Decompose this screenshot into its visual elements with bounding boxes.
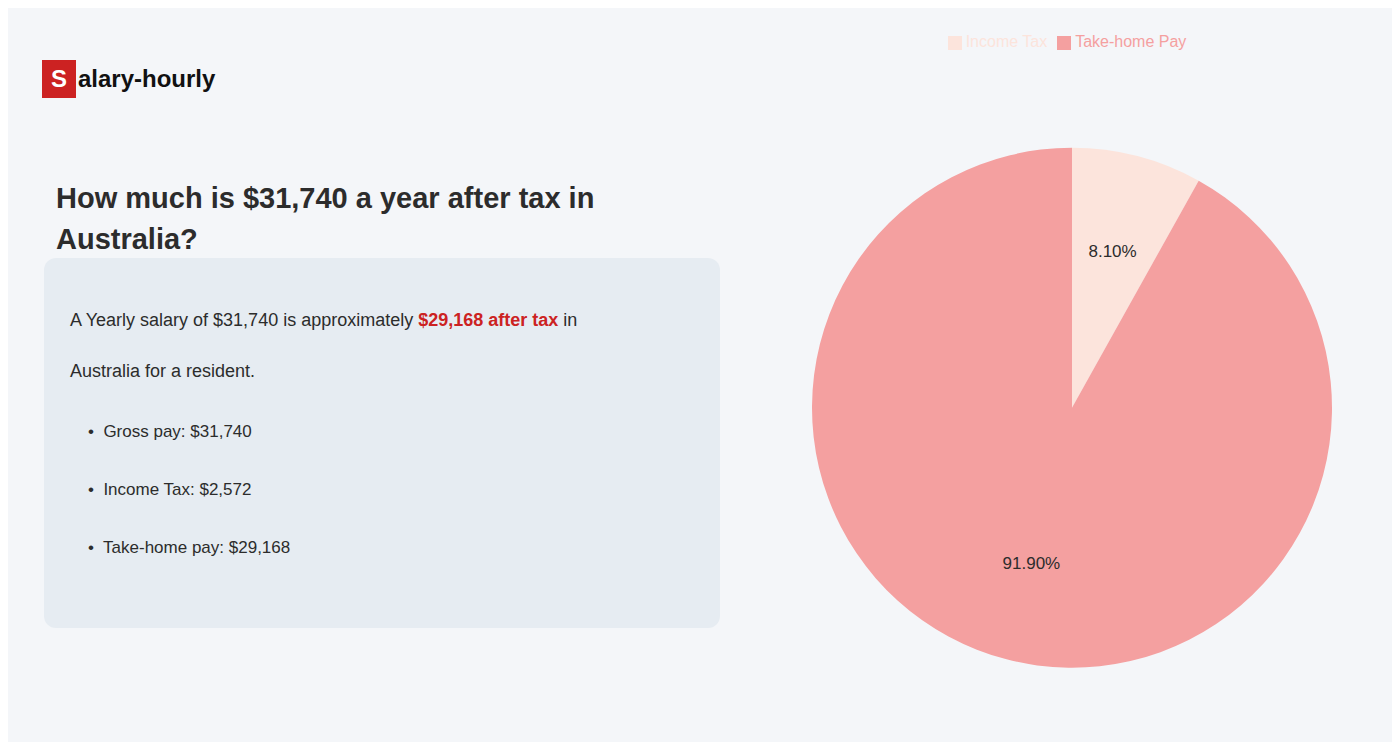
html-text:S: S	[51, 65, 67, 92]
html-text:Income Tax: Income Tax	[965, 33, 1048, 50]
html-text:alary-hourly: alary-hourly	[78, 65, 216, 92]
html-text:• Income Tax: $2,572: • Income Tax: $2,572	[88, 480, 252, 499]
svg-text:8.10%: 8.10%	[1088, 242, 1136, 261]
html-text:Australia for a resident.: Australia for a resident.	[70, 361, 256, 381]
html-text:• Gross pay: $31,740: • Gross pay: $31,740	[88, 422, 252, 441]
html-text:Take-home Pay: Take-home Pay	[1075, 33, 1187, 50]
html-text:A Yearly salary of $31,740 is: A Yearly salary of $31,740 is approximat…	[70, 310, 578, 330]
svg-text:91.90%: 91.90%	[1003, 554, 1061, 573]
html-text:How much is $31,740 a year aft: How much is $31,740 a year after tax in …	[56, 182, 595, 255]
html-text:• Take-home pay: $29,168: • Take-home pay: $29,168	[88, 538, 291, 557]
